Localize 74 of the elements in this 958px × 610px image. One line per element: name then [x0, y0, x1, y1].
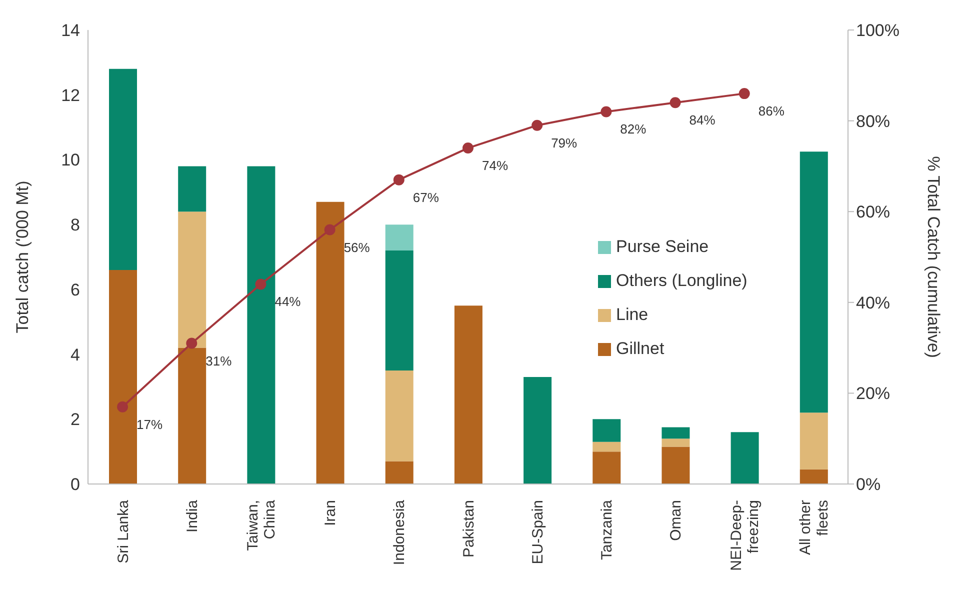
y-tick-label: 4 [70, 345, 80, 364]
data-label: 79% [551, 135, 578, 150]
bar [592, 442, 621, 452]
point [117, 401, 128, 412]
data-label: 67% [412, 190, 440, 205]
x-tick-label: All other fleets [797, 500, 832, 556]
point [324, 224, 336, 236]
bar [178, 166, 206, 212]
y2-tick-label: 80% [856, 112, 890, 131]
y2-tick-label: 40% [856, 293, 890, 312]
bar [592, 452, 621, 484]
y2-tick-label: 100% [856, 21, 900, 40]
bar [385, 461, 414, 484]
x-tick-label: Iran [322, 500, 340, 526]
legend-label: Line [616, 305, 648, 325]
legend-label: Purse Seine [616, 237, 709, 257]
y-tick-label: 6 [70, 280, 80, 300]
bar [385, 250, 414, 370]
bar [800, 412, 828, 470]
y2-tick-label: 0% [856, 475, 881, 494]
bar [178, 348, 206, 484]
y-tick-label: 8 [70, 216, 80, 235]
x-tick-label: Sri Lanka [114, 499, 132, 564]
bar [662, 446, 690, 484]
x-tick-label: Pakistan [460, 500, 478, 558]
point [532, 120, 543, 131]
bar [385, 224, 414, 251]
bar [316, 202, 344, 484]
data-label: 84% [689, 112, 716, 128]
y-tick-label: 0 [70, 475, 80, 494]
x-tick-label: Indonesia [391, 499, 408, 566]
y-tick-label: 14 [61, 21, 80, 40]
x-tick-label: India [184, 499, 201, 533]
data-label: 56% [344, 240, 370, 255]
y2-tick-label: 20% [856, 384, 890, 404]
point [462, 142, 474, 154]
y-tick-label: 2 [70, 410, 80, 430]
y-tick-label: 12 [61, 86, 80, 105]
bar [109, 68, 137, 270]
point [738, 88, 750, 100]
point [600, 106, 612, 118]
legend-label: Gillnet [616, 339, 664, 359]
data-label: 74% [482, 158, 508, 174]
bar [109, 270, 137, 484]
bar [800, 469, 828, 484]
y2-axis-title: % Total Catch (cumulative) [924, 156, 943, 358]
x-tick-label: Oman [668, 500, 685, 541]
bar [592, 419, 621, 442]
point [670, 97, 681, 108]
bar [454, 306, 482, 484]
x-tick-label: Taiwan, China [244, 499, 279, 551]
legend-label: Others (Longline) [616, 271, 748, 291]
point [255, 278, 266, 290]
data-label: 44% [274, 294, 302, 310]
point [393, 174, 404, 186]
bar [730, 432, 759, 484]
y-axis-title: Total catch ('000 Mt) [13, 180, 32, 334]
x-tick-label: Tanzania [598, 499, 616, 560]
x-tick-label: EU-Spain [529, 500, 546, 564]
data-label: 17% [136, 416, 164, 432]
bar [178, 212, 206, 348]
y2-tick-label: 60% [856, 202, 890, 222]
point [186, 338, 198, 349]
x-tick-label: NEI-Deep-freezing [728, 500, 762, 571]
data-label: 82% [620, 122, 647, 137]
bar [662, 438, 690, 447]
bar [247, 166, 276, 484]
data-label: 86% [758, 104, 785, 119]
data-label: 31% [206, 353, 232, 368]
bar [524, 376, 552, 484]
bar [385, 370, 414, 462]
y-tick-label: 10 [61, 150, 80, 170]
bar [800, 152, 828, 413]
bar [662, 427, 690, 439]
